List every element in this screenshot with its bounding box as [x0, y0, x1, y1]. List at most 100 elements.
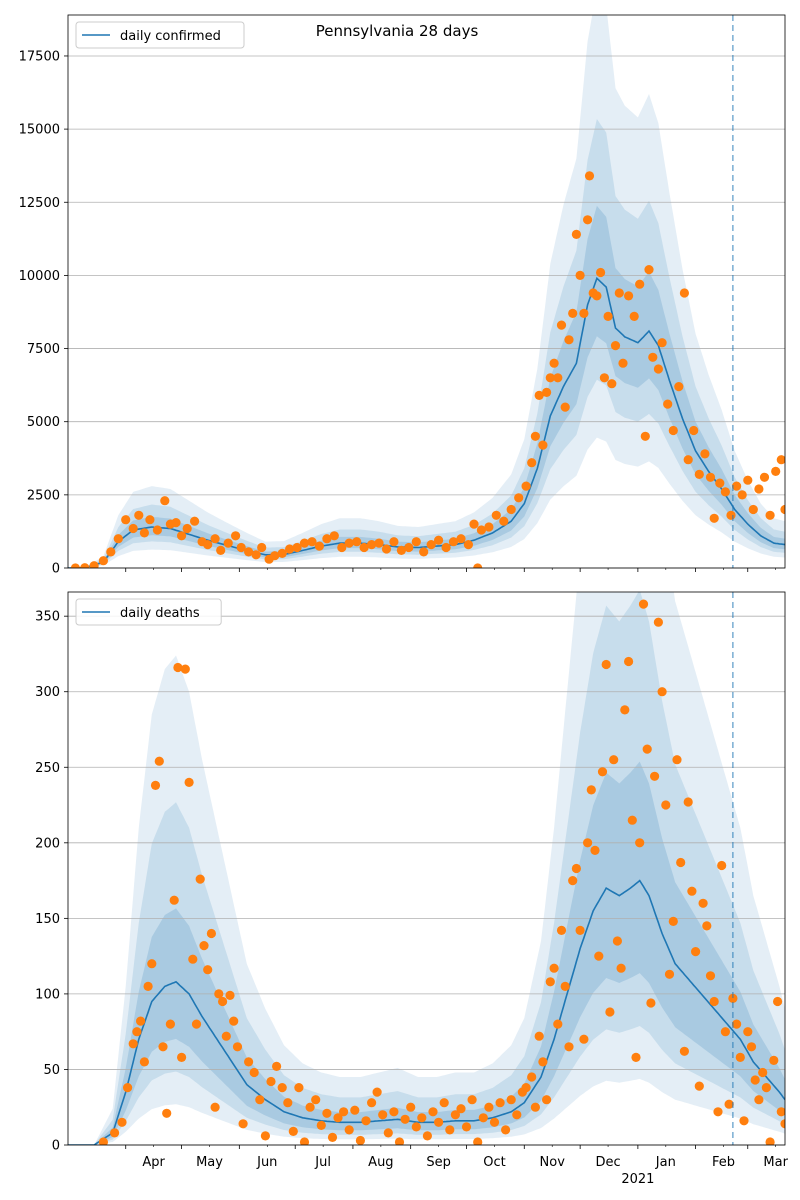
deaths-y-tick-label: 250 [35, 761, 60, 776]
deaths-data-point [225, 990, 235, 1001]
deaths-data-point [594, 951, 604, 961]
deaths-data-point [750, 1075, 760, 1085]
confirmed-data-point [506, 504, 516, 515]
deaths-data-point [761, 1083, 772, 1093]
confirmed-data-point [571, 229, 582, 239]
x-tick-label: Jan [655, 1155, 676, 1170]
deaths-data-point [283, 1098, 293, 1108]
deaths-data-point [661, 800, 671, 810]
deaths-data-point [691, 947, 701, 957]
confirmed-data-point [759, 472, 770, 482]
deaths-data-point [773, 996, 783, 1007]
confirmed-data-point [257, 542, 267, 553]
confirmed-data-point [538, 440, 548, 450]
confirmed-data-point [329, 531, 339, 541]
deaths-data-point [98, 1137, 108, 1145]
deaths-data-point [521, 1083, 531, 1093]
confirmed-data-point [448, 537, 459, 547]
deaths-y-tick-label: 100 [35, 987, 60, 1002]
confirmed-data-point [251, 550, 261, 560]
deaths-data-point [657, 687, 667, 697]
deaths-data-point [754, 1095, 764, 1105]
x-tick-year-label: 2021 [621, 1172, 654, 1187]
confirmed-data-point [545, 373, 555, 383]
deaths-data-point [664, 969, 675, 979]
confirmed-data-point [584, 171, 595, 181]
deaths-data-point [743, 1027, 753, 1037]
confirmed-data-point [285, 544, 295, 554]
deaths-data-point [311, 1095, 321, 1105]
confirmed-data-point [648, 352, 658, 362]
deaths-data-point [272, 1061, 282, 1071]
confirmed-y-tick-label: 7500 [27, 342, 60, 357]
confirmed-data-point [663, 399, 673, 409]
deaths-data-point [694, 1081, 704, 1091]
deaths-data-point [434, 1117, 444, 1127]
x-tick-label: Jun [256, 1155, 277, 1170]
confirmed-data-point [359, 542, 369, 553]
deaths-data-point [646, 998, 656, 1008]
deaths-data-point [350, 1105, 360, 1115]
x-tick-label: May [196, 1155, 223, 1170]
deaths-data-point [549, 963, 559, 973]
deaths-data-point [527, 1072, 537, 1082]
confirmed-data-point [715, 478, 725, 488]
confirmed-data-point [322, 534, 332, 544]
confirmed-uncertainty-bands [68, 15, 785, 568]
confirmed-data-point [491, 510, 501, 520]
deaths-data-point [728, 993, 738, 1004]
x-tick-label: Oct [483, 1155, 505, 1170]
deaths-data-point [339, 1107, 349, 1117]
deaths-data-point [668, 916, 678, 927]
x-tick-label: Jul [314, 1155, 331, 1170]
deaths-data-point [132, 1027, 142, 1037]
deaths-data-point [609, 755, 619, 765]
deaths-data-point [713, 1107, 723, 1117]
confirmed-data-point [441, 542, 451, 553]
x-tick-label: Dec [595, 1155, 620, 1170]
deaths-data-point [422, 1131, 432, 1141]
deaths-data-point [601, 659, 611, 670]
confirmed-data-point [98, 556, 108, 566]
deaths-data-point [344, 1125, 354, 1135]
deaths-data-point [143, 981, 153, 992]
confirmed-data-point [640, 431, 650, 441]
deaths-data-point [266, 1076, 276, 1087]
confirmed-data-point [80, 563, 90, 568]
confirmed-data-point [709, 513, 719, 523]
deaths-data-point [128, 1039, 138, 1049]
confirmed-data-point [389, 537, 399, 547]
deaths-data-point [672, 755, 682, 765]
deaths-data-point [378, 1110, 388, 1120]
confirmed-data-point [469, 519, 479, 529]
deaths-data-point [780, 1119, 785, 1129]
confirmed-y-tick-label: 5000 [27, 415, 60, 430]
deaths-data-point [327, 1132, 338, 1142]
confirmed-data-point [618, 358, 628, 368]
deaths-y-tick-label: 350 [35, 610, 60, 625]
deaths-data-point [322, 1108, 332, 1118]
deaths-data-point [206, 928, 216, 939]
confirmed-data-point [726, 510, 736, 520]
deaths-data-point [218, 996, 228, 1007]
confirmed-data-point [113, 534, 123, 544]
confirmed-data-point [152, 525, 162, 535]
confirmed-data-point [128, 523, 138, 534]
deaths-data-point [620, 705, 630, 715]
deaths-scatter-points [98, 599, 785, 1145]
confirmed-data-point [292, 542, 302, 553]
deaths-y-tick-label: 200 [35, 836, 60, 851]
deaths-data-point [154, 756, 164, 766]
deaths-data-point [776, 1107, 785, 1117]
confirmed-data-point [553, 373, 563, 383]
confirmed-data-point [203, 540, 213, 550]
deaths-data-point [553, 1019, 563, 1029]
deaths-line-group [68, 879, 785, 1145]
confirmed-data-point [177, 531, 187, 541]
deaths-data-point [732, 1019, 742, 1029]
deaths-legend: daily deaths [75, 598, 222, 626]
confirmed-data-point [732, 481, 742, 491]
deaths-data-point [616, 963, 626, 973]
confirmed-data-point [277, 548, 287, 559]
